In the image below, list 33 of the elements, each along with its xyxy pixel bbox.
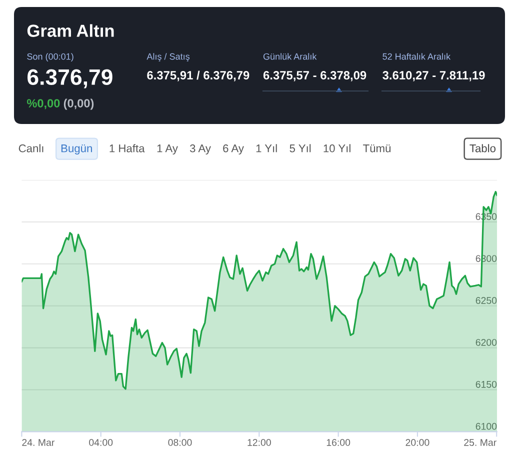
text: Tablo (470, 144, 496, 152)
text: 3 Ay (190, 144, 211, 154)
text: 6.375,91 / 6.376,79 (147, 70, 250, 82)
y-tick-label: 6150 (476, 380, 497, 388)
text: 6.376,79 (28, 69, 112, 88)
text: 1 Hafta (110, 144, 145, 152)
text: 1 Ay (157, 144, 178, 154)
text: Bugün (61, 144, 92, 154)
y-tick-label: 6200 (476, 338, 497, 346)
text: 6.375,57 - 6.378,09 (263, 71, 366, 82)
text: 52 Haftalık Aralık (382, 53, 451, 60)
text: Tümü (363, 144, 390, 152)
text: 10 Yıl (324, 144, 350, 152)
x-tick-label: 16:00 (326, 439, 350, 446)
x-tick-label: 08:00 (168, 439, 192, 446)
text: 6 Ay (223, 144, 244, 154)
x-tick-label: 24. Mar (22, 439, 54, 446)
x-tick-label: 04:00 (89, 439, 113, 446)
text: Son (00:01) (27, 53, 74, 62)
text: Alış / Satış (146, 53, 190, 62)
text: Günlük Aralık (263, 53, 317, 60)
y-tick-label: 6250 (476, 297, 497, 304)
x-tick-label: 25. Mar (464, 439, 496, 446)
text: (0,00) (64, 98, 94, 110)
text: 5 Yıl (290, 144, 311, 152)
text: %0,00 (26, 99, 60, 110)
x-tick-label: 20:00 (406, 439, 430, 446)
text: 3.610,27 - 7.811,19 (382, 71, 485, 82)
y-tick-label: 6100 (476, 422, 497, 430)
x-tick-label: 12:00 (248, 439, 271, 446)
text: Canlı (18, 144, 44, 152)
text: 1 Yıl (256, 144, 277, 152)
chart-title: Gram Altın (27, 24, 114, 37)
